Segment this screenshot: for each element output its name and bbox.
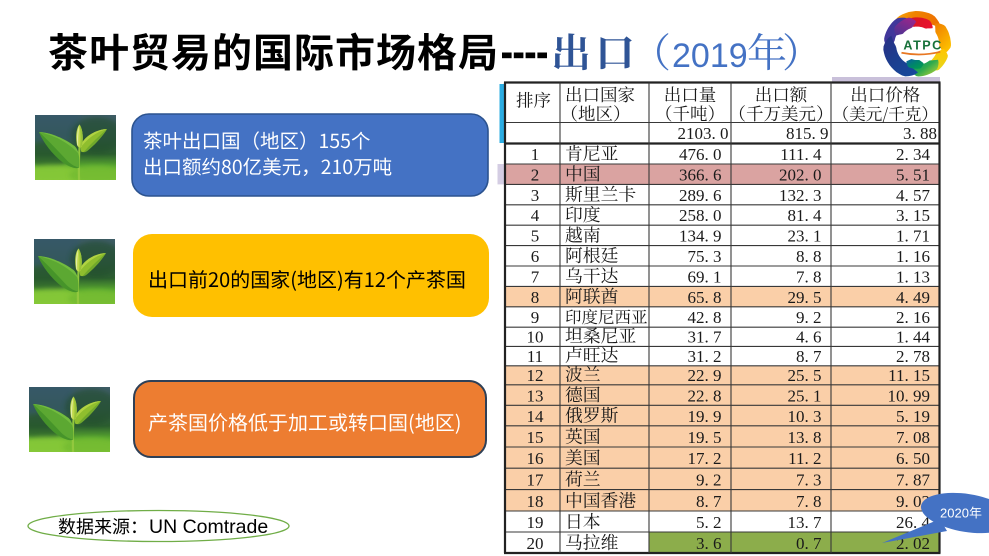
svg-text:5. 2: 5. 2 [696, 513, 722, 532]
svg-text:5. 19: 5. 19 [896, 407, 930, 426]
svg-text:4. 49: 4. 49 [896, 288, 930, 307]
svg-text:258. 0: 258. 0 [679, 206, 722, 225]
svg-text:8. 8: 8. 8 [796, 247, 822, 266]
svg-text:7: 7 [531, 267, 540, 286]
svg-text:13: 13 [527, 386, 544, 405]
svg-text:17. 2: 17. 2 [688, 449, 722, 468]
svg-text:6. 50: 6. 50 [896, 449, 930, 468]
svg-text:2. 16: 2. 16 [896, 308, 930, 327]
svg-text:ATPC: ATPC [903, 39, 941, 53]
svg-text:20: 20 [527, 534, 544, 553]
svg-text:366. 6: 366. 6 [679, 165, 722, 184]
svg-text:18: 18 [527, 492, 544, 511]
svg-text:8: 8 [531, 288, 540, 307]
svg-text:1: 1 [531, 145, 540, 164]
svg-text:25. 5: 25. 5 [788, 366, 822, 385]
svg-text:9: 9 [531, 308, 540, 327]
svg-text:2: 2 [531, 165, 540, 184]
svg-text:10. 3: 10. 3 [788, 407, 822, 426]
svg-text:2020: 2020 [940, 506, 969, 521]
svg-text:5: 5 [531, 227, 540, 246]
svg-text:132. 3: 132. 3 [779, 186, 822, 205]
svg-text:8. 7: 8. 7 [796, 347, 822, 366]
svg-text:476. 0: 476. 0 [679, 145, 722, 164]
svg-text:0. 7: 0. 7 [796, 534, 822, 553]
svg-text:1. 16: 1. 16 [896, 247, 930, 266]
svg-text:1. 44: 1. 44 [896, 327, 931, 346]
svg-text:81. 4: 81. 4 [788, 206, 823, 225]
svg-text:10: 10 [527, 327, 544, 346]
svg-text:42. 8: 42. 8 [688, 308, 722, 327]
svg-text:29. 5: 29. 5 [788, 288, 822, 307]
svg-text:3. 6: 3. 6 [696, 534, 722, 553]
svg-text:65. 8: 65. 8 [688, 288, 722, 307]
svg-text:2. 78: 2. 78 [896, 347, 930, 366]
svg-text:134. 9: 134. 9 [679, 227, 722, 246]
svg-text:815. 9: 815. 9 [786, 124, 829, 143]
svg-text:75. 3: 75. 3 [688, 247, 722, 266]
svg-text:11. 2: 11. 2 [788, 449, 821, 468]
svg-text:3: 3 [531, 186, 540, 205]
svg-text:7. 8: 7. 8 [796, 267, 822, 286]
svg-text:2. 34: 2. 34 [896, 145, 931, 164]
svg-text:4. 6: 4. 6 [796, 327, 822, 346]
svg-text:13. 7: 13. 7 [788, 513, 823, 532]
svg-text:7. 87: 7. 87 [896, 471, 931, 490]
svg-text:3. 15: 3. 15 [896, 206, 930, 225]
svg-text:2019: 2019 [672, 37, 748, 75]
svg-text:8. 7: 8. 7 [696, 492, 722, 511]
svg-text:6: 6 [531, 247, 540, 266]
svg-text:22. 8: 22. 8 [688, 386, 722, 405]
svg-text:202. 0: 202. 0 [779, 165, 822, 184]
svg-text:1. 13: 1. 13 [896, 267, 930, 286]
svg-text:69. 1: 69. 1 [688, 267, 722, 286]
svg-text:11: 11 [527, 347, 543, 366]
svg-text:7. 08: 7. 08 [896, 428, 930, 447]
svg-text:14: 14 [527, 407, 545, 426]
svg-text:17: 17 [527, 471, 545, 490]
svg-text:31. 2: 31. 2 [688, 347, 722, 366]
svg-text:13. 8: 13. 8 [788, 428, 822, 447]
svg-text:19. 5: 19. 5 [688, 428, 722, 447]
svg-text:4: 4 [531, 206, 540, 225]
svg-text:23. 1: 23. 1 [788, 227, 822, 246]
svg-text:2103. 0: 2103. 0 [678, 124, 729, 143]
svg-text:9. 2: 9. 2 [796, 308, 822, 327]
svg-text:1. 71: 1. 71 [896, 227, 930, 246]
svg-text:10. 99: 10. 99 [888, 386, 931, 405]
svg-text:4. 57: 4. 57 [896, 186, 931, 205]
svg-text:19. 9: 19. 9 [688, 407, 722, 426]
svg-text:11. 15: 11. 15 [888, 366, 930, 385]
svg-text:16: 16 [527, 449, 544, 468]
svg-text:15: 15 [527, 428, 544, 447]
svg-text:5. 51: 5. 51 [896, 165, 930, 184]
svg-text:3. 88: 3. 88 [903, 124, 937, 143]
svg-text:9. 2: 9. 2 [696, 471, 722, 490]
svg-text:UN Comtrade: UN Comtrade [149, 516, 268, 538]
svg-text:25. 1: 25. 1 [788, 386, 822, 405]
svg-text:19: 19 [527, 513, 544, 532]
svg-text:22. 9: 22. 9 [688, 366, 722, 385]
svg-text:289. 6: 289. 6 [679, 186, 722, 205]
svg-text:7. 8: 7. 8 [796, 492, 822, 511]
svg-text:7. 3: 7. 3 [796, 471, 822, 490]
svg-text:31. 7: 31. 7 [688, 327, 723, 346]
svg-text:111. 4: 111. 4 [780, 145, 822, 164]
svg-text:12: 12 [527, 366, 544, 385]
